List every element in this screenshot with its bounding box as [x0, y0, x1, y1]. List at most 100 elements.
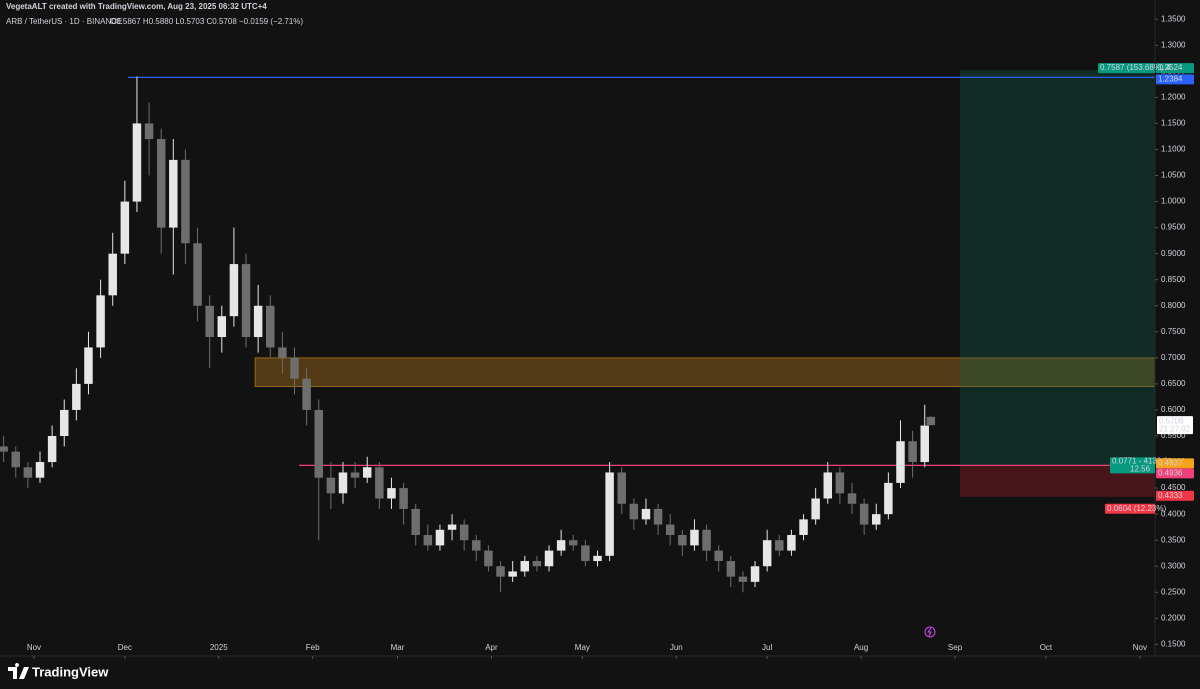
logo: TradingView [8, 663, 109, 679]
entry-label-box [1110, 457, 1155, 474]
candle-body [387, 488, 396, 499]
candle-body [266, 305, 275, 348]
candle-body [556, 540, 566, 551]
candle-body [569, 540, 578, 546]
candle-body [835, 472, 845, 494]
candle-body [169, 159, 178, 228]
candle-body [362, 467, 372, 478]
candle-body [847, 493, 857, 504]
candle-body [338, 472, 348, 494]
candle-body [229, 264, 239, 317]
candle-body [926, 416, 936, 426]
qty-label: 12.56 [1130, 464, 1151, 473]
candle-body [302, 378, 311, 410]
y-tick-label: 1.2000 [1161, 92, 1186, 101]
supply-zone [254, 357, 1156, 388]
candle-body [47, 435, 57, 463]
y-tick-label: 0.2500 [1161, 587, 1186, 596]
candle-body [605, 472, 614, 556]
candle-body [811, 498, 820, 520]
candle-body [762, 540, 772, 567]
candle-body [641, 508, 651, 520]
candle-body [435, 529, 445, 546]
y-tick-label: 0.7500 [1161, 327, 1186, 336]
candle-body [544, 550, 554, 567]
candle-body [775, 540, 784, 551]
entry-price-box [1156, 458, 1194, 469]
target-price-box [1156, 63, 1194, 74]
candle-body [896, 441, 905, 483]
candle-body [326, 477, 336, 494]
candle-body [496, 566, 505, 577]
candle-body [690, 529, 699, 546]
candle-body [750, 566, 760, 582]
candle-body [702, 529, 711, 551]
level2-price-box [1156, 468, 1194, 479]
entry-label: 0.0771 - 4139.0 [1112, 456, 1169, 465]
y-tick-label: 0.3500 [1161, 535, 1186, 544]
x-tick-label: Nov [27, 643, 41, 652]
y-tick-label: 0.2000 [1161, 613, 1186, 622]
candle-body [799, 519, 808, 535]
candle-body [35, 462, 45, 478]
event-icon [924, 626, 936, 638]
y-tick-label: 0.9500 [1161, 223, 1186, 232]
target-label: 0.7587 (153.68%) 4 [1100, 63, 1171, 72]
y-tick-label: 0.6000 [1161, 405, 1186, 414]
x-tick-label: May [575, 643, 590, 652]
y-tick-label: 0.8500 [1161, 275, 1186, 284]
y-tick-label: 1.3000 [1161, 40, 1186, 49]
candle-body [314, 409, 323, 478]
y-tick-label: 1.1000 [1161, 145, 1186, 154]
candle-body [520, 561, 530, 572]
y-tick-label: 0.4500 [1161, 483, 1186, 492]
y-tick-label: 0.7000 [1161, 353, 1186, 362]
candle-body [787, 534, 796, 551]
brand: TradingView [32, 664, 109, 679]
candle-body [108, 253, 117, 296]
ohlc: O0.5867 H0.5880 L0.5703 C0.5708 −0.0159 … [110, 17, 303, 26]
candle-body [181, 159, 190, 244]
y-tick-label: 0.8000 [1161, 301, 1186, 310]
y-tick-label: 0.1500 [1161, 639, 1186, 648]
y-tick-label: 1.0500 [1161, 171, 1186, 180]
candle-body [96, 295, 105, 348]
candle-body [156, 139, 166, 228]
candle-body [653, 508, 663, 525]
target-price: 1.2524 [1158, 63, 1183, 72]
candle-body [423, 534, 433, 546]
candle-body [629, 503, 639, 520]
x-tick-label: Apr [485, 643, 498, 652]
candle-body [484, 550, 493, 567]
candle-body [411, 508, 420, 535]
candle-body [884, 482, 893, 515]
candle-body [726, 561, 736, 577]
x-tick-label: Mar [391, 643, 405, 652]
candle-body [205, 305, 214, 338]
credit: VegetaALT created with TradingView.com, … [6, 2, 267, 11]
candle-body [908, 441, 917, 463]
countdown: 21:27:02 [1159, 424, 1191, 433]
x-tick-label: 2025 [210, 643, 228, 652]
candle-body [217, 316, 227, 338]
x-tick-label: Sep [948, 643, 963, 652]
candle-body [290, 357, 299, 379]
candle-body [447, 524, 457, 530]
candle-body [459, 524, 469, 541]
logo-icon [8, 663, 29, 679]
y-tick-label: 1.1500 [1161, 119, 1186, 128]
candle-body [0, 446, 8, 452]
candle-body [399, 488, 408, 509]
x-tick-label: Jul [762, 643, 772, 652]
candle-body [11, 451, 20, 468]
candle-body [714, 550, 723, 562]
candle-body [375, 467, 384, 499]
candle-body [350, 472, 360, 478]
y-tick-label: 1.0000 [1161, 197, 1186, 206]
x-tick-label: Nov [1133, 643, 1147, 652]
stop-price-box [1156, 490, 1194, 501]
candle-body [665, 524, 675, 535]
candle-body [581, 545, 590, 562]
candle-body [120, 201, 130, 254]
